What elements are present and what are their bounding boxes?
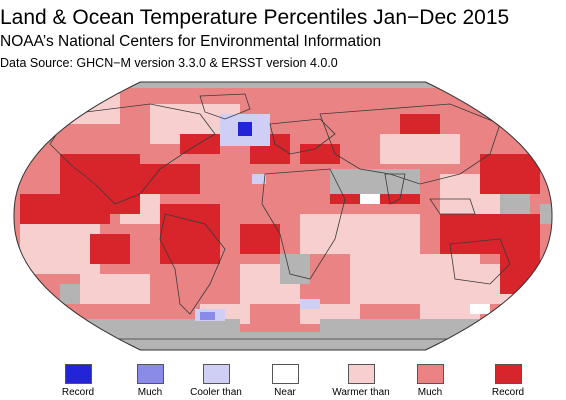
grid-cell [440,214,540,254]
legend: Record Much Cooler than Near Warmer than Much… [0,364,566,400]
legend-label: Cooler than [190,387,242,398]
grid-cell [240,224,280,254]
legend-swatch [202,364,230,384]
legend-item: Much [110,364,190,399]
world-map [0,74,566,364]
grid-cell [20,224,100,274]
grid-cell [90,234,130,264]
grid-cell [14,332,552,350]
grid-cell [320,319,520,339]
continent-outline [261,168,346,280]
grid-cell [160,204,220,264]
legend-swatch [494,364,522,384]
legend-swatch [347,364,375,384]
legend-swatch [416,364,444,384]
continent-outline [159,213,226,315]
continent-outline [449,238,511,285]
grid-cell [300,144,340,164]
legend-item: Near [245,364,325,399]
legend-label: Much [137,387,163,398]
map-subtitle: NOAA’s National Centers for Environmenta… [0,33,382,50]
continent-outline [429,198,476,215]
grid-cell [40,319,240,339]
legend-label: Warmer than [332,387,390,398]
grid-cell [20,194,110,224]
legend-label: Near [274,387,296,398]
grid-cell [180,134,220,154]
temperature-percentile-map [13,81,553,351]
grid-cell [380,134,460,164]
grid-cell [80,274,150,304]
grid-cell [300,214,420,254]
legend-swatch [64,364,92,384]
grid-cell [500,194,530,214]
globe-border [13,81,553,351]
legend-swatch [136,364,164,384]
grid-cell [400,114,440,134]
legend-swatch [271,364,299,384]
legend-item: Warmer than [321,364,401,399]
continent-outline [79,338,481,350]
grid-cell [140,164,200,194]
data-source-note: Data Source: GHCN−M version 3.3.0 & ERSS… [0,56,338,70]
grid-cell [480,154,540,194]
grid-cell [330,169,420,194]
grid-cell [200,312,215,320]
legend-label: Record [491,387,525,398]
grid-cell [300,299,320,309]
continent-outline [199,93,251,120]
grid-cell [60,284,80,304]
legend-item: Record [468,364,548,399]
grid-cell [470,304,490,314]
legend-item: Record [38,364,118,399]
legend-item: Cooler than [176,364,256,399]
grid-cell [280,254,310,284]
continent-outline [384,173,406,205]
legend-label: Record [61,387,95,398]
grid-cell [252,174,266,184]
continent-outline [49,103,216,205]
grid-cell [14,82,552,88]
grid-cell [540,204,552,224]
grid-cell [238,122,252,136]
map-title: Land & Ocean Temperature Percentiles Jan… [0,6,510,29]
grid-cell [350,254,480,304]
continent-outline [319,103,501,185]
legend-label: Much [417,387,443,398]
legend-item: Much [390,364,470,399]
continent-outline [269,118,336,155]
grid-cell [360,194,380,204]
